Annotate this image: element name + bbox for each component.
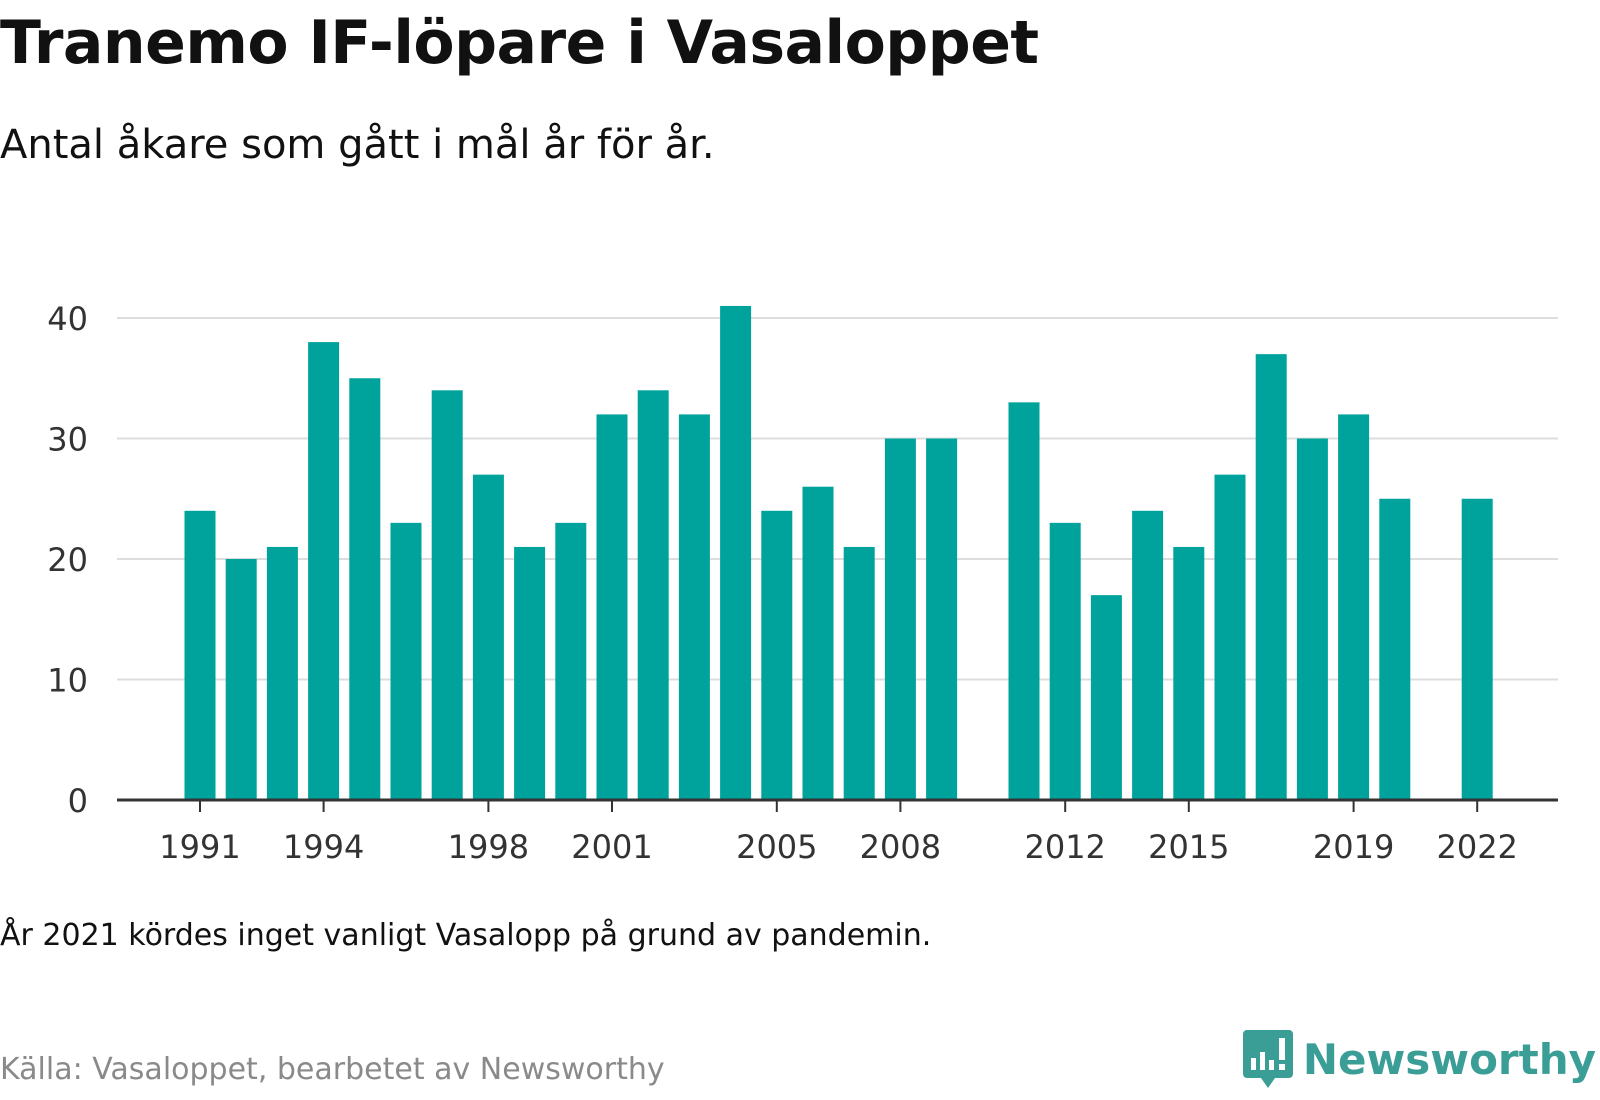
y-tick-label: 10 bbox=[47, 662, 88, 700]
bar-1998 bbox=[472, 474, 504, 800]
bar-2003 bbox=[678, 414, 710, 800]
x-tick-label: 2012 bbox=[1024, 828, 1105, 866]
source-credit: Källa: Vasaloppet, bearbetet av Newswort… bbox=[0, 1052, 665, 1087]
bar-1995 bbox=[349, 378, 381, 800]
bar-2022 bbox=[1461, 498, 1493, 800]
bar-2007 bbox=[843, 546, 875, 800]
bar-2020 bbox=[1379, 498, 1411, 800]
bar-2019 bbox=[1338, 414, 1370, 800]
bar-2005 bbox=[761, 510, 793, 800]
chart-title: Tranemo IF-löpare i Vasaloppet bbox=[0, 8, 1039, 78]
bar-1992 bbox=[225, 559, 257, 800]
x-tick-label: 2001 bbox=[571, 828, 652, 866]
x-tick-label: 2019 bbox=[1313, 828, 1394, 866]
brand-name: Newsworthy bbox=[1302, 1034, 1596, 1084]
x-axis bbox=[117, 798, 1558, 812]
bar-2015 bbox=[1173, 546, 1205, 800]
bar-chart: 0 10 20 30 40 1991 1994 1998 2001 2005 2008 2012 20… bbox=[47, 300, 1558, 866]
bar-2008 bbox=[884, 438, 916, 800]
x-tick-label: 2005 bbox=[736, 828, 817, 866]
bar-2006 bbox=[802, 486, 834, 800]
bar-2002 bbox=[637, 390, 669, 800]
y-tick-label: 30 bbox=[47, 421, 88, 459]
bar-2001 bbox=[596, 414, 628, 800]
x-tick-label: 1991 bbox=[159, 828, 240, 866]
x-tick-label: 2022 bbox=[1436, 828, 1517, 866]
chart-note: År 2021 kördes inget vanligt Vasalopp på… bbox=[0, 918, 932, 953]
bar-2016 bbox=[1214, 474, 1246, 800]
newsworthy-logo-icon bbox=[1242, 1030, 1293, 1088]
bar-1997 bbox=[431, 390, 463, 800]
bar-1996 bbox=[390, 522, 422, 800]
bar-1993 bbox=[266, 546, 298, 800]
bar-2004 bbox=[720, 305, 752, 800]
bars bbox=[184, 305, 1493, 800]
y-tick-label: 0 bbox=[68, 782, 88, 820]
x-tick-label: 2008 bbox=[860, 828, 941, 866]
y-tick-label: 20 bbox=[47, 541, 88, 579]
y-tick-label: 40 bbox=[47, 300, 88, 338]
bar-1994 bbox=[308, 342, 340, 800]
x-tick-label: 2015 bbox=[1148, 828, 1229, 866]
y-tick-labels: 0 10 20 30 40 bbox=[47, 300, 88, 820]
x-tick-label: 1998 bbox=[448, 828, 529, 866]
x-tick-labels: 1991 1994 1998 2001 2005 2008 2012 2015 2019 2022 bbox=[159, 828, 1518, 866]
bar-1999 bbox=[514, 546, 546, 800]
bar-2000 bbox=[555, 522, 587, 800]
bar-2009 bbox=[926, 438, 958, 800]
bar-2017 bbox=[1255, 354, 1287, 800]
bar-2011 bbox=[1008, 402, 1040, 800]
bar-1991 bbox=[184, 510, 216, 800]
chart-subtitle: Antal åkare som gått i mål år för år. bbox=[0, 122, 715, 168]
newsworthy-brand: Newsworthy bbox=[1242, 1030, 1596, 1088]
bar-2013 bbox=[1090, 595, 1122, 800]
bar-2014 bbox=[1132, 510, 1164, 800]
x-tick-label: 1994 bbox=[283, 828, 364, 866]
bar-2018 bbox=[1296, 438, 1328, 800]
bar-2012 bbox=[1049, 522, 1081, 800]
